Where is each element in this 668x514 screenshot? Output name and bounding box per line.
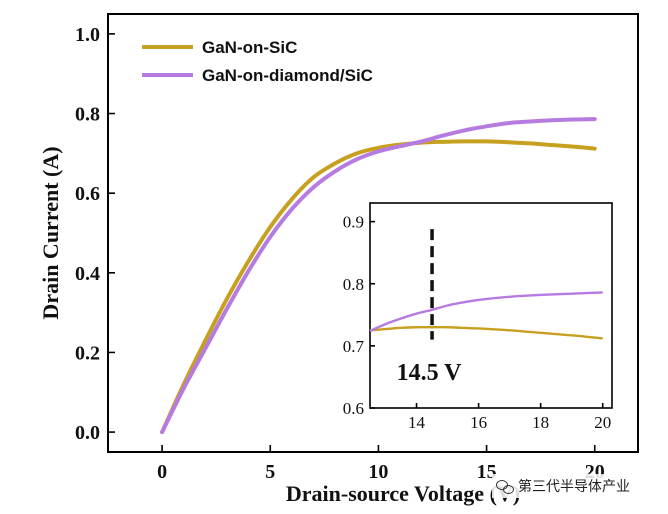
- legend-label-0: GaN-on-SiC: [202, 38, 297, 57]
- y-axis-label: Drain Current (A): [38, 146, 63, 319]
- legend-label-1: GaN-on-diamond/SiC: [202, 66, 373, 85]
- x-axis-label: Drain-source Voltage (V): [286, 481, 520, 506]
- y-tick-label: 0.0: [75, 422, 100, 444]
- series-line-0: [160, 139, 597, 435]
- annotation-label: 14.5 V: [397, 360, 463, 386]
- x-tick-label: 10: [368, 461, 388, 483]
- y-tick-label: 0.6: [75, 183, 100, 205]
- inset-x-tick-label: 18: [532, 413, 549, 432]
- x-tick-label: 0: [157, 461, 167, 483]
- inset-series-line-1: [369, 291, 603, 333]
- x-tick-label: 5: [265, 461, 275, 483]
- inset-y-tick-label: 0.8: [343, 275, 364, 294]
- inset-series-line-0: [369, 325, 603, 340]
- plot-frame: [107, 13, 639, 453]
- inset-x-tick-label: 14: [408, 413, 426, 432]
- inset-y-tick-label: 0.6: [343, 399, 364, 418]
- inset-x-tick-label: 16: [470, 413, 487, 432]
- main-plot: 0 5 10 15 20 0.0 0.2 0.4 0.6 0.8 1.0 Drain-source V…: [38, 13, 639, 506]
- watermark: 第三代半导体产业: [492, 474, 634, 498]
- inset-x-tick-label: 20: [594, 413, 611, 432]
- watermark-text: 第三代半导体产业: [518, 479, 630, 495]
- y-tick-label: 1.0: [75, 24, 100, 46]
- inset-plot: 14 16 18 20 0.6 0.7 0.8 0.9 14.5 V: [343, 202, 613, 432]
- wechat-icon: [496, 478, 514, 494]
- inset-frame: [369, 202, 613, 409]
- y-tick-label: 0.4: [75, 263, 100, 285]
- y-tick-label: 0.8: [75, 104, 100, 126]
- inset-y-tick-label: 0.7: [343, 337, 365, 356]
- y-tick-label: 0.2: [75, 342, 100, 364]
- x-tick-label: 15: [477, 461, 497, 483]
- series-line-1: [160, 117, 597, 435]
- inset-y-tick-label: 0.9: [343, 213, 364, 232]
